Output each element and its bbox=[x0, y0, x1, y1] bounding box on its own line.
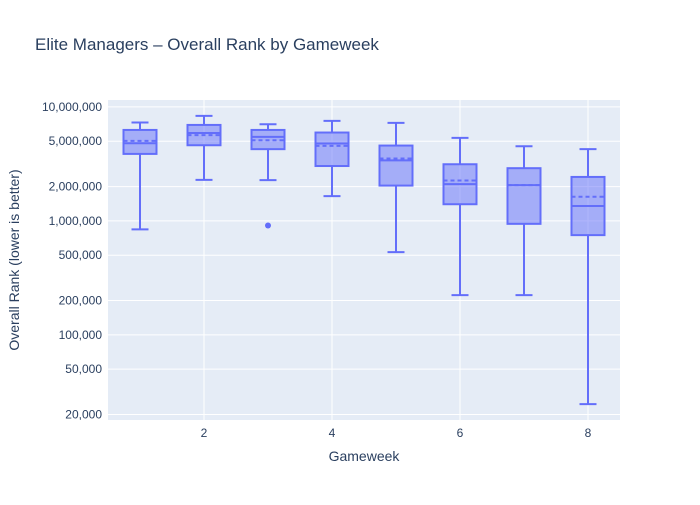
iqr-box bbox=[314, 131, 350, 168]
box-gameweek-8 bbox=[570, 148, 606, 406]
x-tick-label: 2 bbox=[201, 426, 208, 440]
x-axis-title: Gameweek bbox=[329, 448, 401, 464]
y-tick-label: 10,000,000 bbox=[42, 100, 102, 114]
y-tick-label: 50,000 bbox=[65, 362, 102, 376]
y-tick-label: 1,000,000 bbox=[49, 214, 103, 228]
y-axis-title: Overall Rank (lower is better) bbox=[6, 169, 22, 350]
x-tick-label: 4 bbox=[329, 426, 336, 440]
outlier-point bbox=[265, 222, 271, 229]
box-gameweek-5 bbox=[378, 121, 414, 254]
box-gameweek-7 bbox=[506, 145, 542, 297]
box-gameweek-3 bbox=[250, 123, 286, 229]
boxes bbox=[122, 114, 606, 406]
x-tick-labels: 2 4 6 8 bbox=[201, 426, 592, 440]
x-tick-label: 6 bbox=[457, 426, 464, 440]
iqr-box bbox=[378, 144, 414, 187]
box-gameweek-2 bbox=[186, 114, 222, 181]
y-tick-labels: 10,000,000 5,000,000 2,000,000 1,000,000 500… bbox=[42, 100, 102, 422]
y-tick-label: 100,000 bbox=[59, 328, 103, 342]
gridlines bbox=[108, 100, 620, 420]
box-gameweek-1 bbox=[122, 121, 158, 231]
y-tick-label: 2,000,000 bbox=[49, 180, 103, 194]
iqr-box bbox=[506, 167, 542, 225]
y-tick-label: 200,000 bbox=[59, 294, 103, 308]
chart-title: Elite Managers – Overall Rank by Gamewee… bbox=[35, 35, 379, 54]
y-tick-label: 20,000 bbox=[65, 408, 102, 422]
plot-area[interactable] bbox=[108, 100, 620, 420]
x-tick-label: 8 bbox=[585, 426, 592, 440]
box-gameweek-6 bbox=[442, 136, 478, 297]
box-gameweek-4 bbox=[314, 119, 350, 198]
y-tick-label: 5,000,000 bbox=[49, 134, 103, 148]
y-tick-label: 500,000 bbox=[59, 248, 103, 262]
iqr-box bbox=[122, 128, 158, 155]
